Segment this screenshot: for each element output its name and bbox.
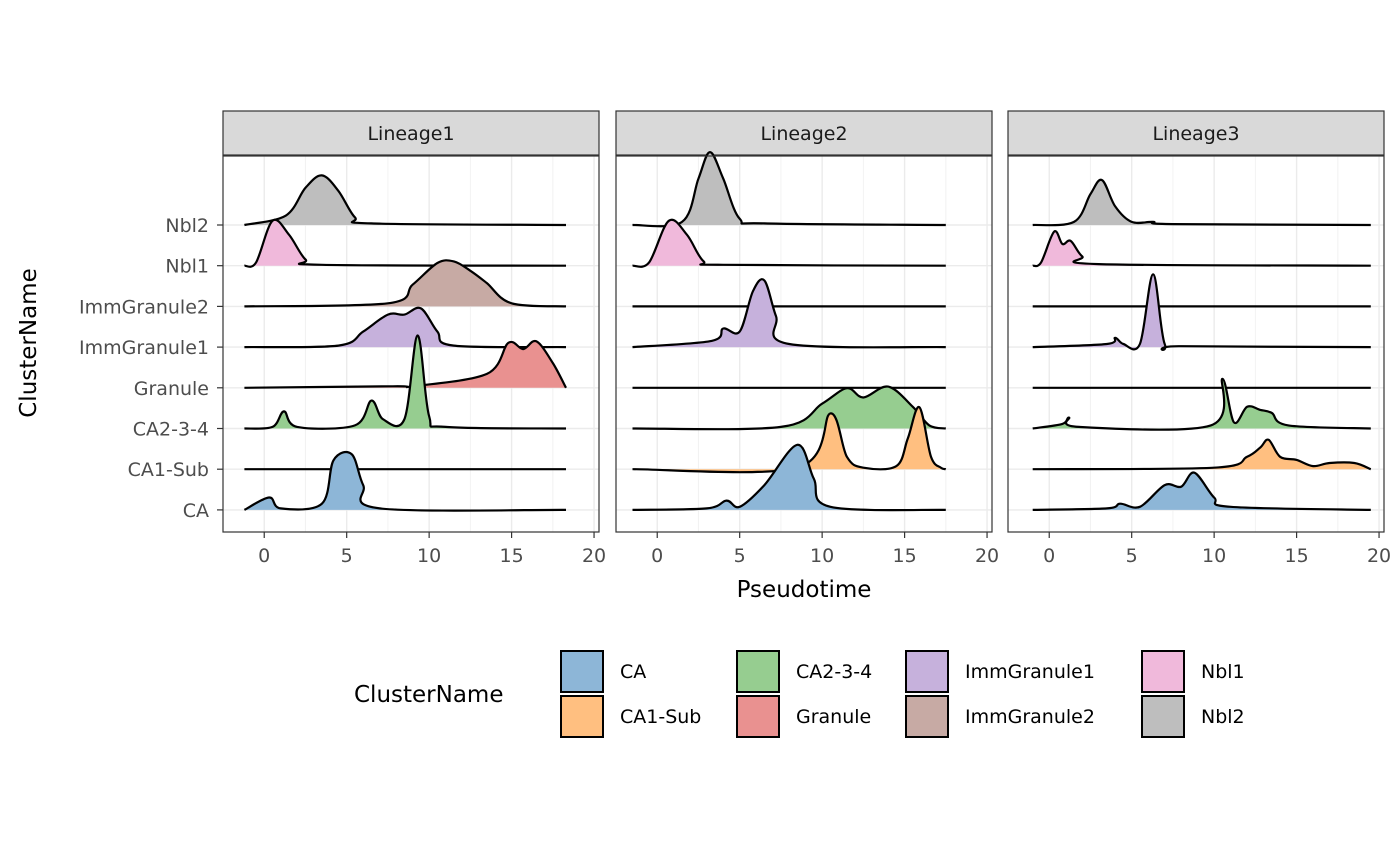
ridge-nbl2 <box>1032 178 1371 227</box>
y-tick-label: CA1-Sub <box>128 459 209 481</box>
x-tick-label: 20 <box>1367 545 1391 567</box>
legend-swatch <box>560 695 604 738</box>
facet-lineage3: Lineage3 0 5 10 15 20 <box>1007 110 1391 567</box>
legend-item-nbl1: Nbl1 <box>1141 650 1245 693</box>
x-tick-label: 10 <box>417 545 441 567</box>
ridge-ca2-3-4 <box>244 334 567 430</box>
y-tick-label: Granule <box>134 378 209 400</box>
y-axis-title: ClusterName <box>16 268 42 418</box>
legend-label: CA <box>620 661 646 683</box>
ridge-ca-fill <box>632 444 946 511</box>
facet-lineage1: Lineage1 0 5 10 15 20 <box>222 110 606 567</box>
panel-border <box>222 155 600 533</box>
x-tick-label: 0 <box>258 545 270 567</box>
ridge-nbl2-fill <box>244 175 566 225</box>
y-tick-label: Nbl1 <box>165 256 209 278</box>
y-tick-label: ImmGranule2 <box>79 296 209 318</box>
x-tick-label: 10 <box>810 545 834 567</box>
x-tick-label: 15 <box>893 545 917 567</box>
y-tick-label: Nbl2 <box>165 215 209 237</box>
ridge-nbl1 <box>1032 230 1371 268</box>
ridge-ca1-sub <box>632 406 947 474</box>
facet-strip <box>1007 110 1385 156</box>
ridge-ca1-sub-fill <box>632 406 946 473</box>
legend-item-ca1-sub: CA1-Sub <box>560 695 701 738</box>
ridge-nbl2 <box>632 151 946 228</box>
x-tick-label: 5 <box>734 545 746 567</box>
x-tick-label: 20 <box>975 545 999 567</box>
legend-item-immgranule2: ImmGranule2 <box>905 695 1095 738</box>
facet-strip <box>222 110 600 156</box>
x-tick-label: 5 <box>1126 545 1138 567</box>
x-tick-label: 0 <box>1043 545 1055 567</box>
legend: ClusterName CA CA1-Sub CA2-3-4 Granule ImmGr… <box>354 650 1245 738</box>
ridge-ca <box>243 450 567 512</box>
facet-strip-label: Lineage1 <box>367 123 454 145</box>
facet-strip <box>615 110 993 156</box>
ridge-nbl2-fill <box>1032 179 1371 226</box>
x-tick-label: 20 <box>582 545 606 567</box>
legend-label: CA1-Sub <box>620 706 701 728</box>
ridge-nbl2 <box>244 174 567 227</box>
ridge-nbl1-fill <box>632 219 946 267</box>
ridge-immgranule2 <box>244 259 567 308</box>
ridge-immgranule2-fill <box>244 260 566 307</box>
ridge-ca <box>1032 471 1371 511</box>
y-tick-label: CA2-3-4 <box>133 419 209 441</box>
ridge-immgranule1 <box>1032 273 1371 351</box>
legend-item-ca2-3-4: CA2-3-4 <box>736 650 872 693</box>
ridge-immgranule1 <box>632 278 946 349</box>
legend-item-immgranule1: ImmGranule1 <box>905 650 1095 693</box>
ridge-nbl1 <box>244 218 567 268</box>
ridge-ca-fill <box>1032 472 1371 510</box>
x-tick-label: 0 <box>651 545 663 567</box>
legend-swatch <box>905 695 949 738</box>
legend-label: Nbl1 <box>1201 661 1245 683</box>
legend-title: ClusterName <box>354 682 504 708</box>
ridge-nbl2-fill <box>632 152 946 227</box>
y-axis: CA CA1-Sub CA2-3-4 Granule ImmGranule1 ImmGra… <box>79 215 223 522</box>
facet-strip-label: Lineage2 <box>760 123 847 145</box>
y-tick-label: ImmGranule1 <box>79 337 209 359</box>
legend-label: Granule <box>796 706 871 728</box>
ridge-ca1-sub <box>1032 438 1372 471</box>
ridge-ca1-sub-fill <box>1032 439 1371 470</box>
ridge-nbl1-fill <box>1032 231 1371 267</box>
x-axis-title: Pseudotime <box>737 577 872 603</box>
legend-item-ca: CA <box>560 650 646 693</box>
legend-swatch <box>736 695 780 738</box>
legend-swatch <box>560 650 604 693</box>
legend-label: Nbl2 <box>1201 706 1245 728</box>
legend-label: ImmGranule1 <box>965 661 1095 683</box>
panel-border <box>615 155 993 533</box>
x-tick-label: 10 <box>1202 545 1226 567</box>
panel-border <box>1007 155 1385 533</box>
ridge-immgranule1 <box>244 306 567 349</box>
ridge-ca <box>632 443 946 512</box>
ridge-granule-fill <box>244 340 566 388</box>
x-tick-label: 5 <box>341 545 353 567</box>
ridge-nbl1 <box>632 218 946 268</box>
y-tick-label: CA <box>183 500 209 522</box>
facet-strip-label: Lineage3 <box>1152 123 1239 145</box>
legend-swatch <box>1141 650 1185 693</box>
legend-swatch <box>736 650 780 693</box>
ridge-granule <box>244 339 567 389</box>
ridge-ca2-3-4 <box>1032 377 1371 431</box>
legend-swatch <box>1141 695 1185 738</box>
legend-label: ImmGranule2 <box>965 706 1095 728</box>
x-tick-label: 15 <box>500 545 524 567</box>
ridge-nbl1-fill <box>244 219 566 267</box>
legend-swatch <box>905 650 949 693</box>
x-tick-label: 15 <box>1285 545 1309 567</box>
legend-label: CA2-3-4 <box>796 661 872 683</box>
ridge-immgranule1-fill <box>244 307 566 348</box>
legend-item-granule: Granule <box>736 695 871 738</box>
facet-lineage2: Lineage2 0 5 10 15 20 <box>615 110 999 567</box>
legend-item-nbl2: Nbl2 <box>1141 695 1245 738</box>
